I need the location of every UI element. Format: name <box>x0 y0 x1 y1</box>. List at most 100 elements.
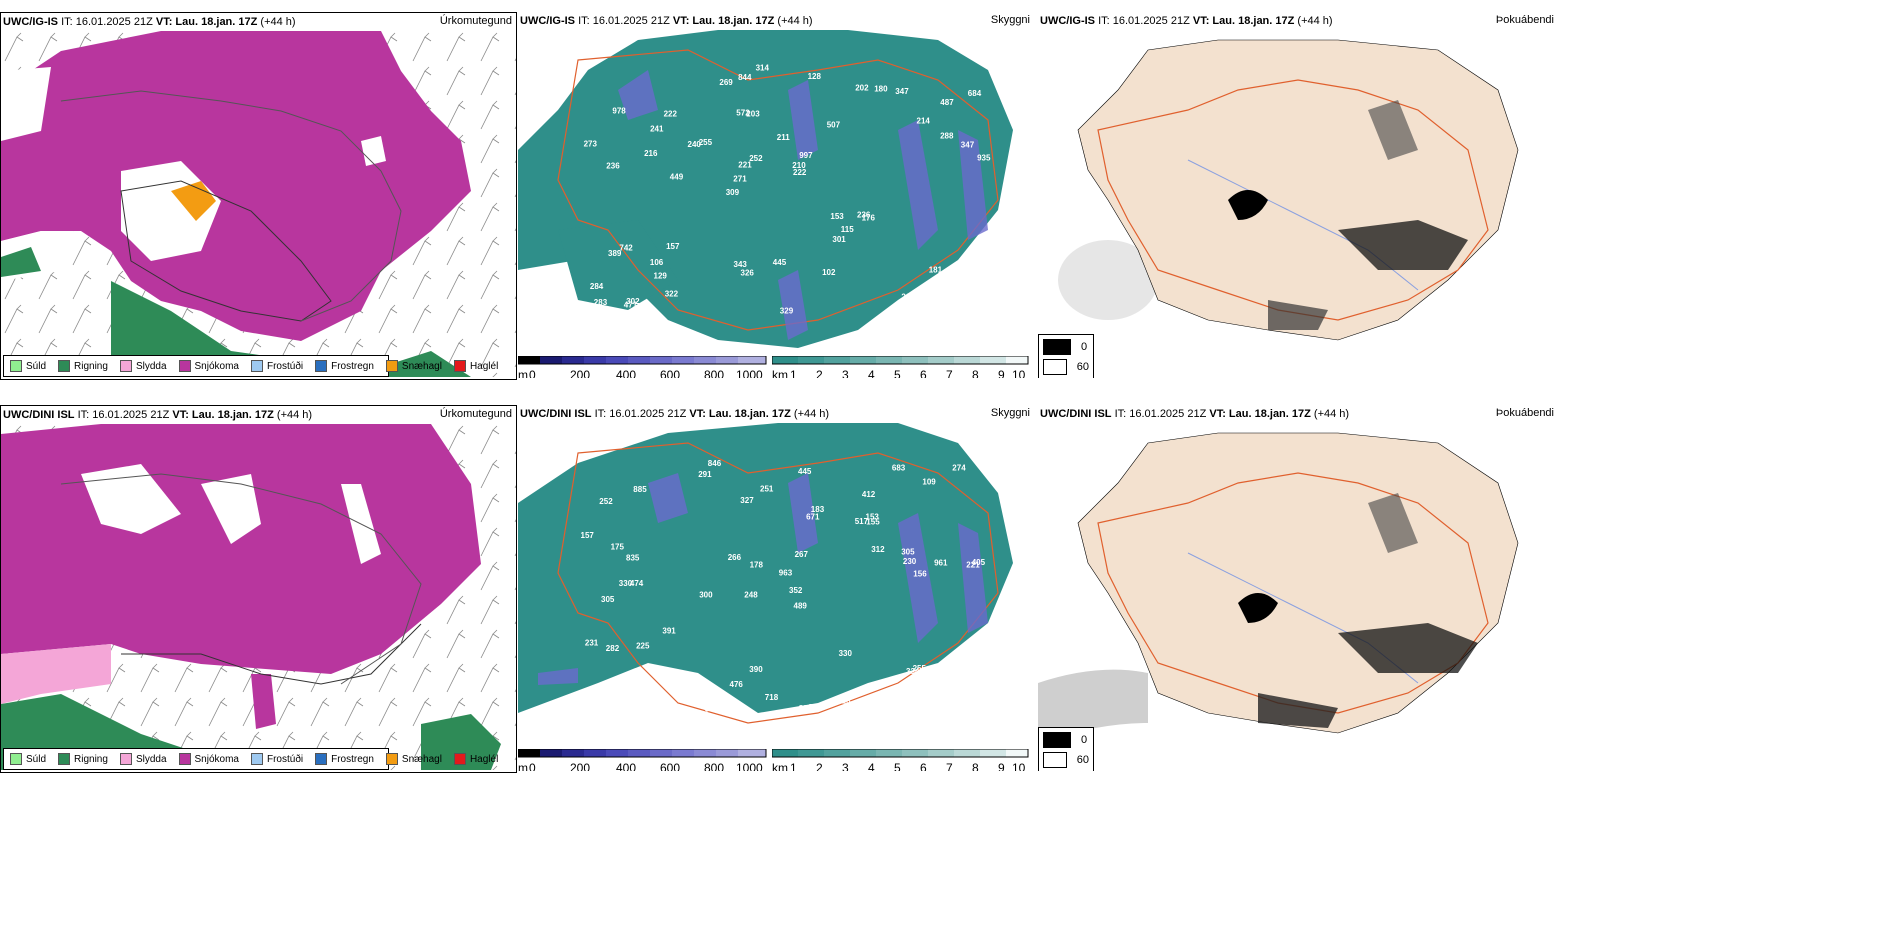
precip-type-legend: Súld Rigning Slydda Snjókoma Frostúði Fr… <box>3 355 498 377</box>
elevation-label: 102 <box>822 268 836 277</box>
elevation-unit: m <box>518 761 528 771</box>
elevation-label: 309 <box>726 188 740 197</box>
legend-item-snow-pellets: Snæhagl <box>385 753 442 765</box>
visibility-colorbar: km 1 2 3 4 5 6 7 8 9 10 <box>772 352 1030 378</box>
legend-item-freezing-drizzle: Frostúði <box>250 360 303 372</box>
elevation-tick: 1000 <box>736 368 763 378</box>
elevation-label: 240 <box>688 140 702 149</box>
fog-index-legend: 0 60 <box>1038 334 1094 378</box>
legend-item-freezing-rain: Frostregn <box>315 360 374 372</box>
elevation-label: 997 <box>799 151 813 160</box>
terrain-shading <box>538 473 988 685</box>
elevation-label: 180 <box>874 85 888 94</box>
elevation-label: 216 <box>644 149 658 158</box>
legend-item-rain: Rigning <box>58 360 108 372</box>
elevation-label: 156 <box>913 570 927 579</box>
elevation-label: 445 <box>773 258 787 267</box>
elevation-label: 255 <box>913 664 927 673</box>
panel-header: UWC/DINI ISL IT: 16.01.2025 21Z VT: Lau.… <box>1040 408 1350 420</box>
elevation-label: 885 <box>633 485 647 494</box>
fog-legend-max: 60 <box>1076 754 1089 766</box>
elevation-label: 221 <box>966 560 980 569</box>
panel-header: UWC/IG-IS IT: 16.01.2025 21Z VT: Lau. 18… <box>3 16 296 28</box>
elevation-label: 251 <box>760 484 774 493</box>
elevation-label: 221 <box>738 160 752 169</box>
elevation-label: 283 <box>594 298 608 307</box>
elevation-tick: 200 <box>570 368 591 378</box>
elevation-label: 347 <box>961 140 975 149</box>
visibility-tick: 5 <box>894 761 901 771</box>
elevation-label: 203 <box>746 110 760 119</box>
elevation-label: 449 <box>670 173 684 182</box>
legend-item-hail: Haglél <box>453 753 498 765</box>
panel-header: UWC/IG-IS IT: 16.01.2025 21Z VT: Lau. 18… <box>520 15 813 27</box>
visibility-tick: 4 <box>868 368 875 378</box>
visibility-tick: 5 <box>894 368 901 378</box>
fog-legend-min: 0 <box>1081 341 1088 353</box>
elevation-label: 846 <box>708 459 722 468</box>
elevation-colorbar: m 0 200 400 600 800 1000 <box>518 352 768 378</box>
elevation-label: 312 <box>871 545 885 554</box>
elevation-tick: 200 <box>570 761 591 771</box>
precip-type-title: Úrkomutegund <box>439 15 512 27</box>
elevation-label: 301 <box>832 235 846 244</box>
visibility-tick: 1 <box>790 761 797 771</box>
elevation-label: 412 <box>862 490 876 499</box>
fog-index-legend: 0 60 <box>1038 727 1094 771</box>
elevation-label: 181 <box>929 266 943 275</box>
elevation-label: 252 <box>749 154 763 163</box>
precip-type-title: Úrkomutegund <box>439 408 512 420</box>
elevation-label: 389 <box>608 249 622 258</box>
elevation-label: 314 <box>756 64 770 73</box>
elevation-label: 128 <box>808 72 822 81</box>
elevation-label: 183 <box>811 505 825 514</box>
elevation-label: 255 <box>699 138 713 147</box>
elevation-label: 343 <box>734 260 748 269</box>
legend-item-drizzle: Súld <box>10 360 46 372</box>
elevation-label: 145 <box>626 310 640 319</box>
elevation-label: 844 <box>738 73 752 82</box>
cloud-panel-row2: UWC/DINI ISL IT: 16.01.2025 21Z VT: Lau.… <box>1038 405 1558 771</box>
elevation-label: 330 <box>839 649 853 658</box>
fog-index-map <box>1038 30 1558 376</box>
elevation-label: 284 <box>590 282 604 291</box>
elevation-label: 286 <box>591 306 605 315</box>
elevation-label: 471 <box>624 301 638 310</box>
elevation-label: 211 <box>777 133 790 142</box>
elevation-label: 231 <box>585 639 599 648</box>
elevation-label: 835 <box>626 554 640 563</box>
elevation-label: 153 <box>830 212 844 221</box>
elevation-label: 291 <box>698 470 712 479</box>
elevation-label: 236 <box>606 162 620 171</box>
visibility-colorbar: km 1 2 3 4 5 6 7 8 9 10 <box>772 745 1030 771</box>
elevation-label: 593 <box>809 703 823 712</box>
elevation-label: 208 <box>901 293 915 302</box>
fog-legend-max: 60 <box>1076 361 1089 373</box>
visibility-panel-row2: UWC/DINI ISL IT: 16.01.2025 21Z VT: Lau.… <box>518 405 1030 771</box>
fog-index-title: Þokuábendi <box>1495 407 1554 419</box>
precip-type-legend: Súld Rigning Slydda Snjókoma Frostúði Fr… <box>3 748 498 770</box>
elevation-label: 305 <box>601 595 615 604</box>
elevation-label: 267 <box>795 550 809 559</box>
elevation-labels: 846 412 221 248 489 474 252 517 305 671 963 308 291 3… <box>581 459 988 713</box>
cloud-panel-row1: UWC/IG-IS IT: 16.01.2025 21Z VT: Lau. 18… <box>1038 12 1558 378</box>
elevation-label: 489 <box>794 602 808 611</box>
elevation-label: 252 <box>599 497 613 506</box>
visibility-unit: km <box>772 368 788 378</box>
visibility-unit: km <box>772 761 788 771</box>
elevation-label: 352 <box>789 586 803 595</box>
legend-item-freezing-drizzle: Frostúði <box>250 753 303 765</box>
elevation-label: 963 <box>779 569 793 578</box>
elevation-label: 202 <box>855 84 869 93</box>
precip-panel-row2: UWC/DINI ISL IT: 16.01.2025 21Z VT: Lau.… <box>0 405 517 773</box>
elevation-label: 307 <box>934 293 948 302</box>
elevation-tick: 0 <box>529 368 536 378</box>
elevation-label: 302 <box>626 297 640 306</box>
elevation-label: 161 <box>617 681 631 690</box>
elevation-label: 405 <box>972 558 986 567</box>
elevation-label: 572 <box>736 109 750 118</box>
visibility-tick: 10 <box>1012 761 1026 771</box>
elevation-label: 222 <box>664 110 678 119</box>
elevation-label: 225 <box>636 642 650 651</box>
elevation-label: 155 <box>866 518 880 527</box>
